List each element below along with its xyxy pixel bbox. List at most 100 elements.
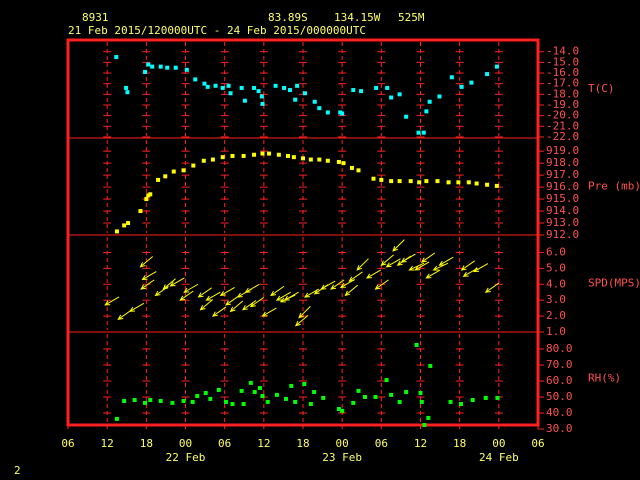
wind-arrow xyxy=(197,287,212,298)
wind-arrow xyxy=(244,283,260,293)
point xyxy=(291,155,296,160)
point xyxy=(422,423,427,427)
point xyxy=(114,416,119,421)
point xyxy=(228,91,233,96)
point xyxy=(158,64,163,69)
point xyxy=(389,95,394,100)
point xyxy=(363,394,368,399)
wind-arrow xyxy=(141,271,157,281)
point xyxy=(216,387,221,392)
y-tick-label: 80.0 xyxy=(546,342,573,355)
wind-arrow xyxy=(229,300,244,313)
y-tick-label: 913.0 xyxy=(546,216,579,229)
point xyxy=(230,153,235,158)
point xyxy=(418,390,423,395)
y-tick-label: 914.0 xyxy=(546,204,579,217)
wind-arrow xyxy=(380,254,394,266)
y-tick-label: 50.0 xyxy=(546,390,573,403)
point xyxy=(158,398,163,403)
point xyxy=(171,169,176,174)
wind-arrow xyxy=(275,291,291,301)
point xyxy=(285,153,290,158)
y-tick-label: 70.0 xyxy=(546,358,573,371)
point xyxy=(242,98,247,103)
wind-arrow xyxy=(211,306,227,317)
point xyxy=(165,65,170,70)
y-tick-label: 918.0 xyxy=(546,156,579,169)
wind-arrow xyxy=(425,269,441,279)
y-tick-label: -16.0 xyxy=(546,66,579,79)
x-tick-label: 06 xyxy=(531,437,544,450)
point xyxy=(379,177,384,182)
point xyxy=(341,161,346,166)
point xyxy=(421,130,426,135)
elevation: 525M xyxy=(398,11,425,24)
point xyxy=(230,402,235,407)
point xyxy=(122,398,127,403)
date-label: 22 Feb xyxy=(166,451,206,464)
point xyxy=(397,92,402,97)
x-tick-label: 18 xyxy=(453,437,466,450)
point xyxy=(193,77,198,82)
wind-arrow xyxy=(356,258,369,271)
wind-arrow xyxy=(169,277,185,287)
point xyxy=(122,223,127,228)
point xyxy=(448,399,453,404)
wind-arrow xyxy=(385,258,401,268)
point xyxy=(325,110,330,115)
point xyxy=(293,97,298,102)
point xyxy=(302,91,307,96)
point xyxy=(223,399,228,404)
y-tick-label: -19.0 xyxy=(546,98,579,111)
point xyxy=(114,229,119,234)
wind-arrow xyxy=(298,306,311,319)
point xyxy=(148,192,153,197)
point xyxy=(220,155,225,160)
x-tick-label: 06 xyxy=(61,437,74,450)
y-tick-label: 1.0 xyxy=(546,325,566,338)
point xyxy=(474,181,479,186)
panel-label: RH(%) xyxy=(588,372,621,385)
point xyxy=(248,380,253,385)
wind-arrow xyxy=(330,279,345,290)
point xyxy=(202,81,207,86)
point xyxy=(143,69,148,74)
y-tick-label: 5.0 xyxy=(546,261,566,274)
point xyxy=(274,392,279,397)
wind-arrow xyxy=(420,252,436,263)
point xyxy=(321,395,326,400)
point xyxy=(138,209,143,214)
y-tick-label: 40.0 xyxy=(546,406,573,419)
wind-arrow xyxy=(249,296,265,308)
wind-arrow xyxy=(320,280,336,290)
wind-arrow xyxy=(365,269,382,279)
wind-arrow xyxy=(348,271,363,282)
point xyxy=(132,398,137,403)
point xyxy=(265,399,270,404)
point xyxy=(456,180,461,185)
point xyxy=(404,390,409,395)
y-tick-label: 6.0 xyxy=(546,245,566,258)
point xyxy=(241,153,246,158)
y-tick-label: 3.0 xyxy=(546,293,566,306)
point xyxy=(419,399,424,404)
point xyxy=(356,388,361,393)
point xyxy=(397,179,402,184)
point xyxy=(389,179,394,184)
point xyxy=(289,383,294,388)
wind-arrow xyxy=(225,295,240,306)
point xyxy=(150,64,155,69)
point xyxy=(426,415,431,420)
period: 21 Feb 2015/120000UTC - 24 Feb 2015/0000… xyxy=(68,24,366,37)
point xyxy=(267,151,272,156)
wind-arrow xyxy=(294,314,309,327)
wind-arrow xyxy=(392,239,405,252)
wind-arrow xyxy=(179,290,194,301)
point xyxy=(114,55,119,60)
point xyxy=(349,165,354,170)
point xyxy=(351,88,356,93)
station-id: 8931 xyxy=(82,11,109,24)
x-tick-label: 12 xyxy=(257,437,270,450)
